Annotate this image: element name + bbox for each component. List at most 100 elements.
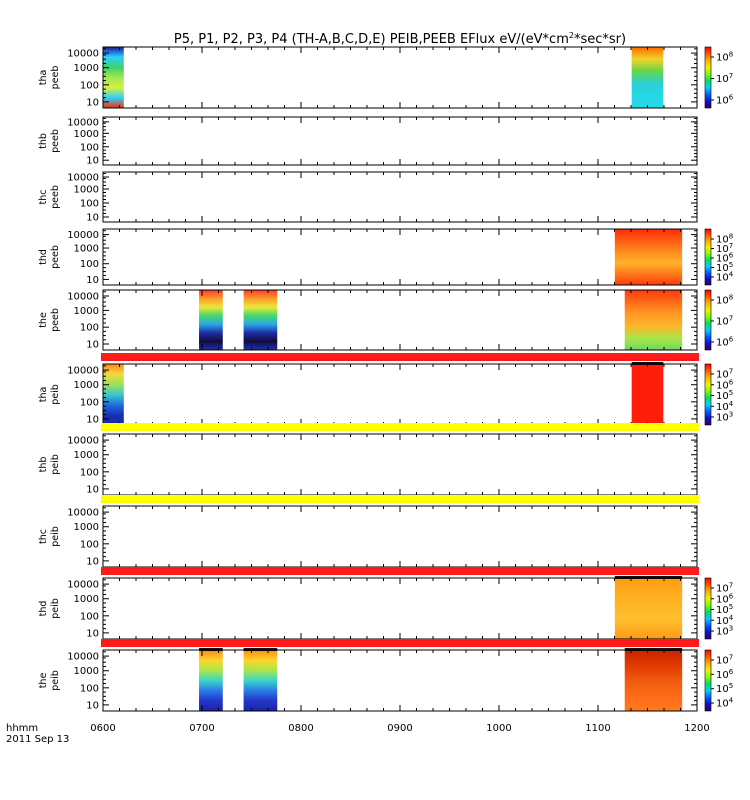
data-block <box>103 364 124 425</box>
colorbar-tick-label: 103 <box>716 625 733 638</box>
data-block <box>243 290 278 350</box>
colorbar-tick-label: 108 <box>716 51 733 64</box>
colorbar-tick-label: 106 <box>716 592 734 605</box>
y-tick-label: 100 <box>80 80 99 91</box>
panel-instrument-label: peeb <box>50 185 61 209</box>
panel-stripe <box>101 567 699 575</box>
y-tick-label: 100 <box>80 323 99 334</box>
y-tick-label: 100 <box>80 539 99 550</box>
colorbar-scale <box>704 289 712 351</box>
panel-probe-label: thd <box>38 249 49 265</box>
panel-frame <box>102 46 698 109</box>
data-block <box>624 650 683 711</box>
data-block <box>614 578 683 639</box>
x-tick-label: 0600 <box>90 723 115 734</box>
y-tick-label: 10 <box>86 97 99 108</box>
panel-stripe <box>101 423 699 431</box>
y-tick-label: 10 <box>86 213 99 224</box>
y-tick-label: 1000 <box>74 129 99 140</box>
panel-probe-label: tha <box>38 70 49 86</box>
colorbar-scale <box>704 46 712 109</box>
x-tick-label: 1200 <box>684 723 709 734</box>
panel-probe-label: thb <box>38 133 49 149</box>
footer-date-label: 2011 Sep 13 <box>6 734 69 745</box>
colorbar-tick-label: 104 <box>716 400 734 413</box>
y-tick-label: 10000 <box>67 230 99 241</box>
y-tick-label: 1000 <box>74 380 99 391</box>
y-tick-label: 10000 <box>67 366 99 377</box>
figure-title: P5, P1, P2, P3, P4 (TH-A,B,C,D,E) PEIB,P… <box>174 31 626 47</box>
panel-instrument-label: peib <box>50 598 61 619</box>
colorbar-tick-label: 104 <box>716 614 734 627</box>
colorbar-scale <box>704 228 712 286</box>
panel-probe-label: the <box>38 312 49 328</box>
panel-probe-label: thd <box>38 601 49 617</box>
panel-instrument-label: peeb <box>50 129 61 153</box>
x-tick-label: 0900 <box>387 723 412 734</box>
y-tick-label: 10 <box>86 484 99 495</box>
colorbar-tick-label: 106 <box>716 336 734 349</box>
panel-probe-label: tha <box>38 387 49 403</box>
panel-frame <box>102 505 698 568</box>
y-tick-label: 1000 <box>74 63 99 74</box>
panel-instrument-label: peib <box>50 670 61 691</box>
data-block <box>614 229 683 285</box>
data-block <box>631 364 664 425</box>
x-tick-label: 1100 <box>585 723 610 734</box>
y-tick-label: 10 <box>86 340 99 351</box>
y-tick-label: 10 <box>86 700 99 711</box>
panel-frame <box>102 649 698 712</box>
panel-instrument-label: peib <box>50 384 61 405</box>
panel-frame <box>102 171 698 223</box>
y-tick-label: 1000 <box>74 306 99 317</box>
y-tick-label: 10000 <box>67 580 99 591</box>
y-tick-label: 100 <box>80 397 99 408</box>
data-block <box>199 290 223 350</box>
colorbar-scale <box>704 649 712 712</box>
colorbar-tick-label: 108 <box>716 233 733 246</box>
colorbar-tick-label: 105 <box>716 389 733 402</box>
panel-the-peeb: 10 100 1000 10000 the peeb 108 107 106 <box>38 289 734 351</box>
panel-stripe <box>101 639 699 647</box>
y-tick-label: 100 <box>80 611 99 622</box>
title-main: P5, P1, P2, P3, P4 (TH-A,B,C,D,E) PEIB,P… <box>174 32 569 47</box>
colorbar-tick-label: 107 <box>716 582 733 595</box>
footer-time-label: hhmm <box>6 723 38 734</box>
x-tick-label: 0800 <box>288 723 313 734</box>
x-axis: 0600 0700 0800 0900 1000 1100 1200 <box>90 723 709 734</box>
panel-thb-peib: 10 100 1000 10000 thb peib <box>38 423 699 496</box>
y-tick-label: 1000 <box>74 594 99 605</box>
y-tick-label: 10 <box>86 628 99 639</box>
colorbar-scale <box>704 363 712 426</box>
panel-probe-label: the <box>38 673 49 689</box>
y-tick-label: 100 <box>80 259 99 270</box>
data-block <box>103 47 124 108</box>
y-tick-label: 10000 <box>67 173 99 184</box>
y-tick-label: 100 <box>80 683 99 694</box>
panel-frame <box>102 363 698 426</box>
panel-instrument-label: peeb <box>50 245 61 269</box>
colorbar-tick-label: 107 <box>716 315 733 328</box>
colorbar-tick-label: 104 <box>716 697 734 710</box>
panel-frame <box>102 577 698 640</box>
y-tick-label: 1000 <box>74 185 99 196</box>
colorbar-tick-label: 107 <box>716 72 733 85</box>
colorbar: 108 107 106 <box>704 289 734 351</box>
data-block <box>631 47 664 108</box>
colorbar: 108 107 106 <box>704 46 734 109</box>
panel-frame <box>102 289 698 351</box>
colorbar-tick-label: 106 <box>716 378 734 391</box>
panel-probe-label: thc <box>38 529 49 544</box>
colorbar-tick-label: 106 <box>716 252 734 265</box>
panel-instrument-label: peeb <box>50 66 61 90</box>
y-tick-label: 10000 <box>67 292 99 303</box>
